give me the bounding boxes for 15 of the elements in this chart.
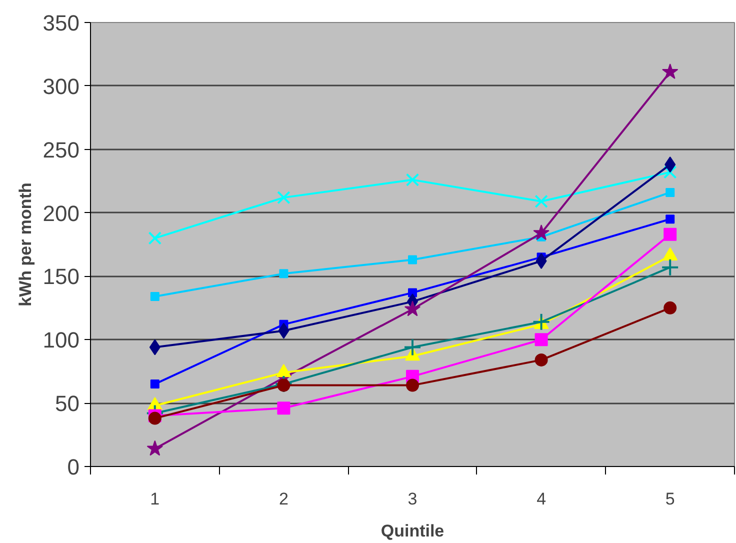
- x-tick-label: 2: [278, 490, 288, 508]
- y-tick-label: 50: [55, 391, 80, 416]
- x-tick-label: 5: [665, 490, 675, 508]
- y-tick-label: 250: [42, 137, 80, 162]
- y-tick-label: 200: [42, 200, 80, 226]
- y-axis-title: kWh per month: [16, 182, 35, 306]
- y-tick-label: 350: [42, 10, 80, 36]
- y-tick-label: 300: [42, 74, 80, 99]
- y-tick-label: 0: [67, 454, 80, 480]
- x-axis-title: Quintile: [380, 522, 444, 540]
- x-tick-label: 3: [408, 490, 418, 508]
- x-tick-label: 4: [536, 490, 546, 508]
- y-tick-label: 100: [42, 328, 80, 353]
- x-tick-label: 1: [150, 490, 160, 508]
- y-tick-label: 150: [42, 264, 80, 290]
